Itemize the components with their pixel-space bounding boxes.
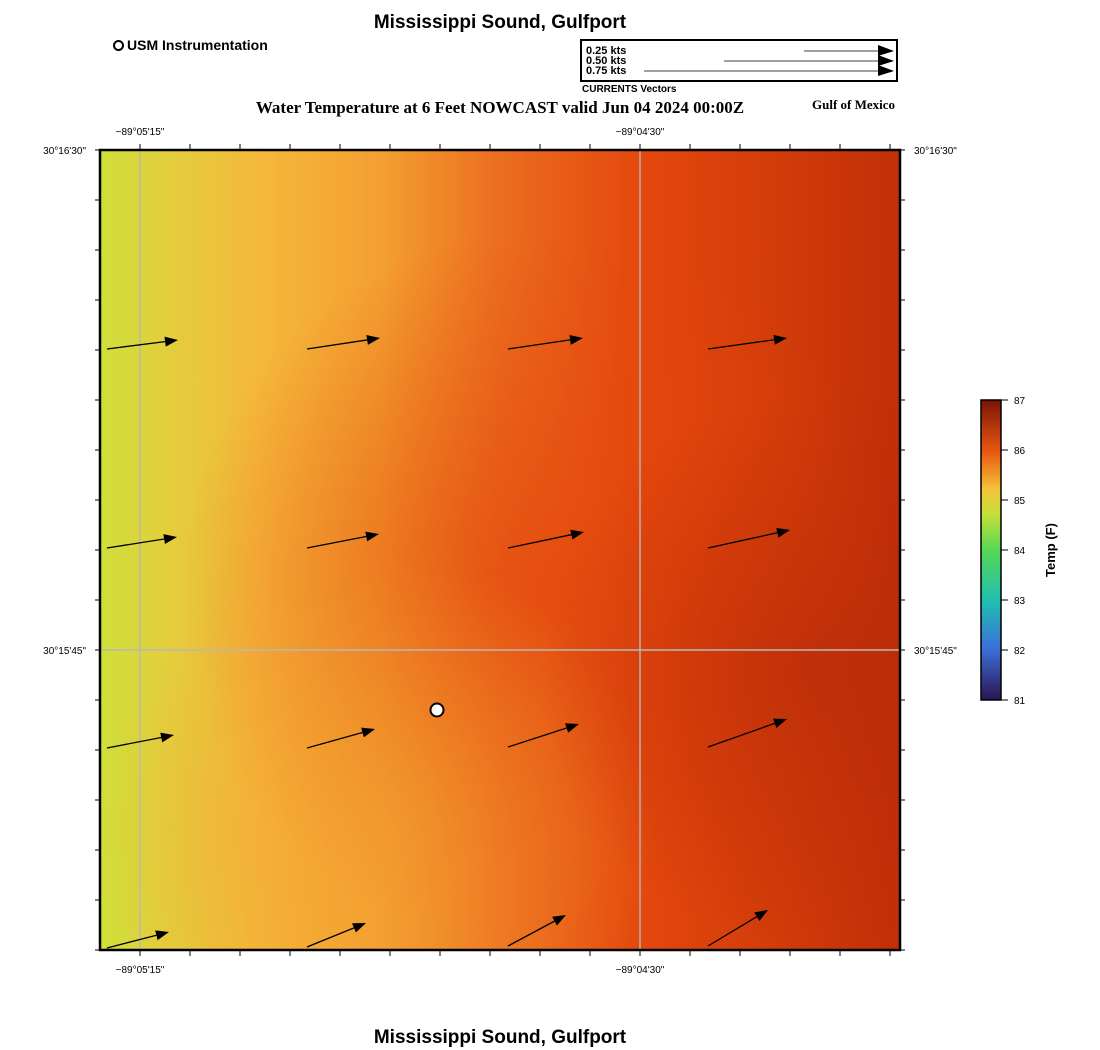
current-vector-head-icon: [365, 531, 379, 542]
current-vector-shaft: [106, 934, 157, 949]
vector-legend-caption: CURRENTS Vectors: [582, 84, 677, 95]
current-vectors: [106, 334, 790, 949]
current-vector-shaft: [306, 339, 368, 350]
scale-arrow-head-icon: [878, 45, 894, 56]
current-vector-head-icon: [754, 910, 768, 921]
colorbar-label: Temp (F): [1043, 523, 1058, 577]
current-vector-shaft: [106, 340, 166, 350]
current-vector-shaft: [106, 736, 162, 749]
current-vector-head-icon: [361, 727, 375, 738]
current-vector-shaft: [507, 534, 572, 549]
station-legend-label: USM Instrumentation: [127, 37, 268, 53]
colorbar-tick-label: 84: [1014, 546, 1026, 557]
current-vector-head-icon: [565, 723, 579, 733]
colorbar-tick-label: 83: [1014, 596, 1026, 607]
scale-arrow-head-icon: [878, 55, 894, 66]
usm-station-marker[interactable]: [429, 702, 445, 718]
current-vector-shaft: [507, 920, 555, 947]
current-vector-shaft: [106, 538, 165, 549]
map-title-top: Mississippi Sound, Gulfport: [373, 12, 627, 33]
lat-label-left: 30°16'30": [43, 146, 86, 157]
lon-label-bottom: −89°04'30": [616, 965, 665, 976]
lon-label-top: −89°05'15": [116, 127, 165, 138]
frame-ticks: [95, 144, 905, 956]
lat-label-right: 30°15'45": [914, 646, 957, 657]
vector-scale-label: 0.75 kts: [586, 65, 627, 77]
current-vector-shaft: [707, 339, 775, 350]
lat-label-right: 30°16'30": [914, 146, 957, 157]
current-vector-shaft: [707, 532, 778, 549]
current-vector-head-icon: [164, 336, 178, 347]
colorbar-tick-label: 87: [1014, 396, 1026, 407]
current-vector-head-icon: [352, 923, 366, 933]
current-vector-shaft: [507, 339, 571, 350]
vector-scale-label: 0.25 kts: [586, 45, 627, 57]
colorbar-tick-label: 81: [1014, 696, 1026, 707]
current-vector-head-icon: [570, 529, 584, 540]
current-vector-head-icon: [366, 334, 380, 345]
map-title-bottom: Mississippi Sound, Gulfport: [373, 1027, 627, 1048]
current-vector-shaft: [507, 727, 567, 748]
current-vector-shaft: [306, 535, 367, 549]
vector-scale-legend: 0.25 kts 0.50 kts 0.75 kts: [580, 39, 898, 82]
current-vector-head-icon: [552, 915, 566, 926]
current-vector-head-icon: [773, 334, 787, 345]
current-vector-head-icon: [163, 534, 177, 544]
lon-label-top: −89°04'30": [616, 127, 665, 138]
current-vector-head-icon: [773, 718, 787, 729]
temperature-field: [100, 150, 900, 950]
station-legend: USM Instrumentation: [113, 37, 268, 53]
graticule: [100, 150, 900, 950]
current-vector-shaft: [707, 916, 758, 947]
colorbar-tick-label: 86: [1014, 446, 1026, 457]
current-vector-head-icon: [160, 732, 174, 743]
station-marker-icon: [113, 39, 124, 51]
colorbar-tick-label: 82: [1014, 646, 1026, 657]
region-label: Gulf of Mexico: [812, 97, 896, 112]
current-vector-head-icon: [155, 930, 169, 941]
colorbar: 87 86 85 84 83 82 81 Temp (F): [980, 396, 1058, 707]
current-vector-head-icon: [776, 527, 790, 538]
current-vector-head-icon: [569, 334, 583, 345]
lat-label-left: 30°15'45": [43, 646, 86, 657]
current-vector-shaft: [306, 927, 355, 948]
lon-label-bottom: −89°05'15": [116, 965, 165, 976]
current-vector-shaft: [707, 722, 775, 748]
colorbar-tick-label: 85: [1014, 496, 1026, 507]
vector-scale-arrows: [644, 45, 894, 76]
scale-arrow-head-icon: [878, 65, 894, 76]
map-subtitle: Water Temperature at 6 Feet NOWCAST vali…: [255, 98, 745, 117]
colorbar-ramp: [980, 399, 1002, 701]
vector-scale-label: 0.50 kts: [586, 55, 627, 67]
current-vector-shaft: [306, 731, 363, 749]
